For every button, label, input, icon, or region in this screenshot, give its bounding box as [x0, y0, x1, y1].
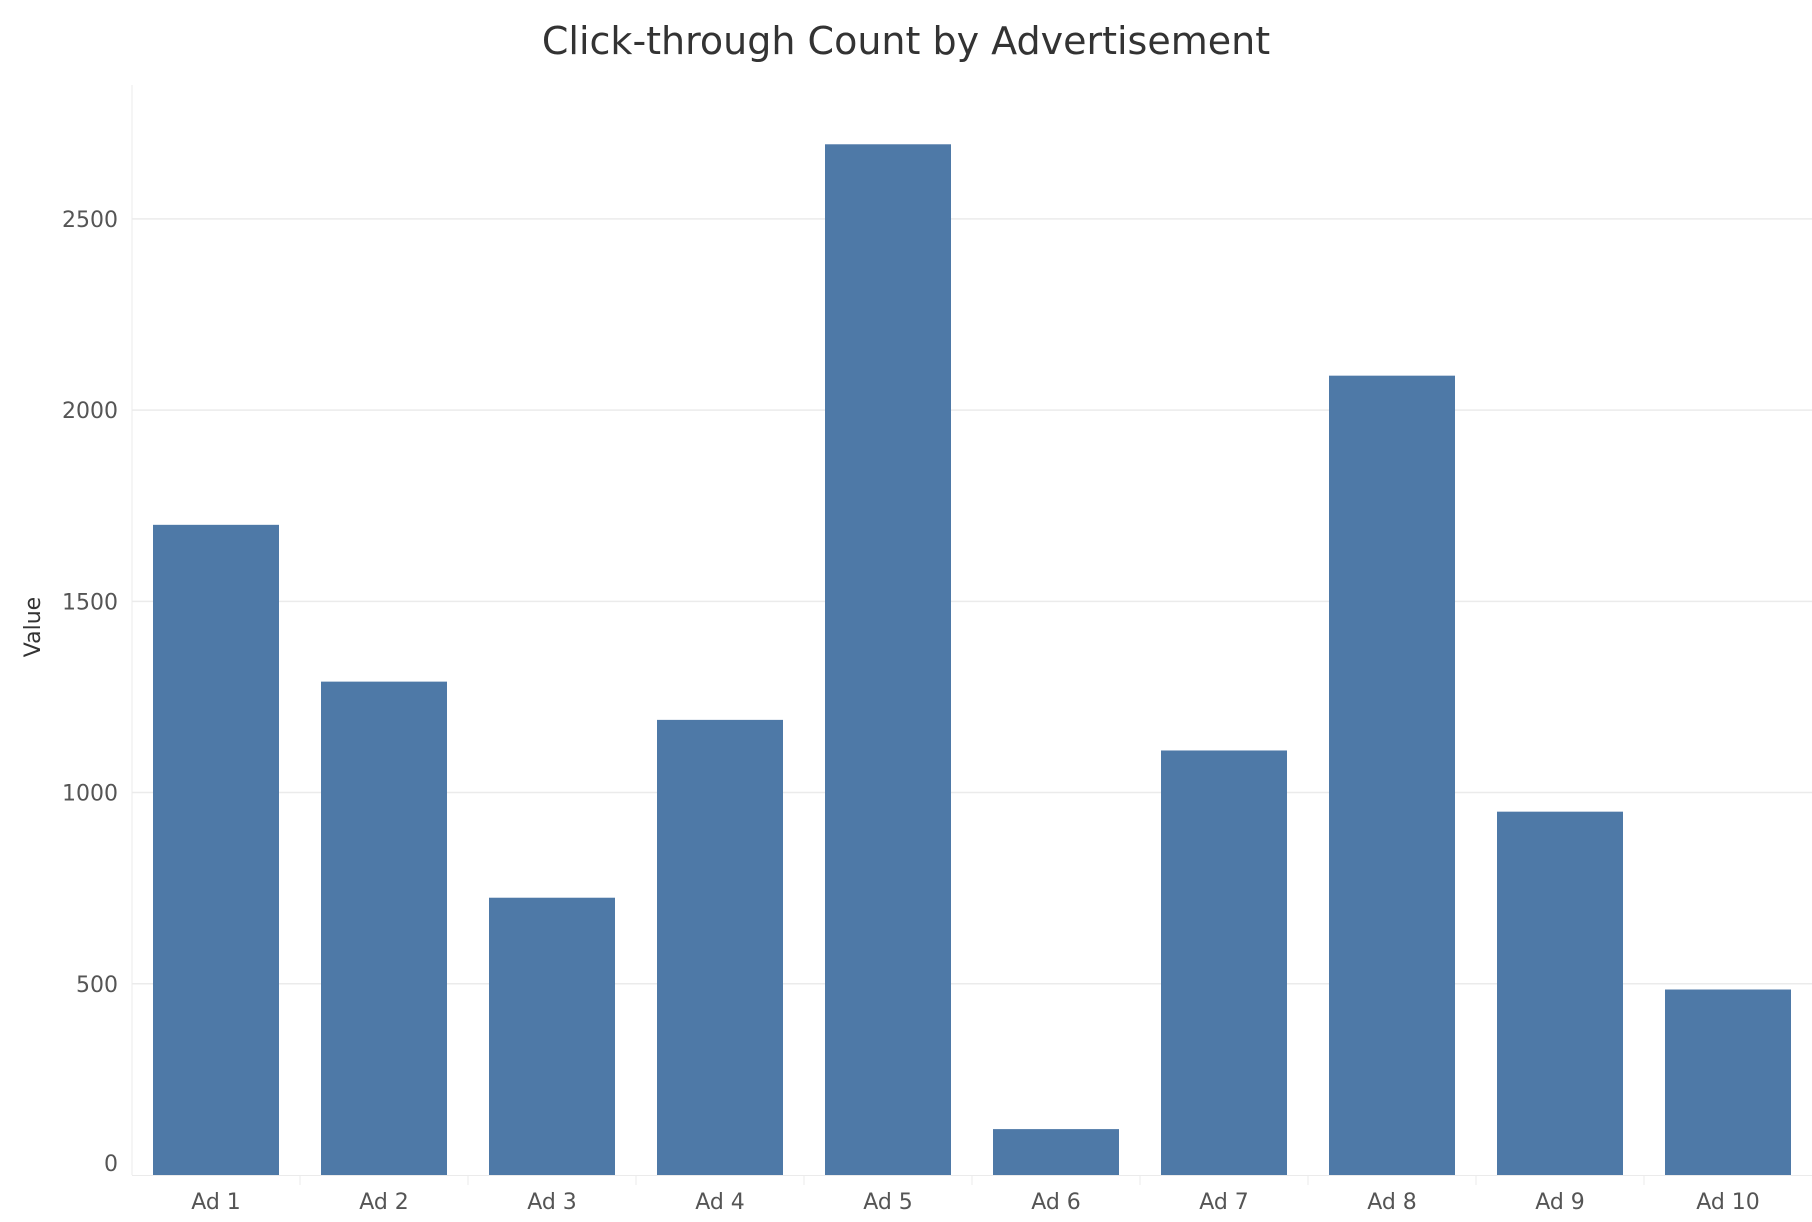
y-tick-label: 0	[104, 1152, 118, 1177]
y-tick-label: 500	[76, 973, 118, 998]
x-tick-label: Ad 4	[695, 1190, 745, 1215]
chart-title: Click-through Count by Advertisement	[542, 19, 1270, 63]
x-tick-label: Ad 10	[1696, 1190, 1760, 1215]
x-tick-label: Ad 9	[1535, 1190, 1585, 1215]
y-tick-label: 1000	[62, 782, 118, 807]
x-tick-label: Ad 6	[1031, 1190, 1081, 1215]
bar-ad-9	[1497, 811, 1623, 1175]
bars	[153, 144, 1791, 1176]
bar-ad-5	[825, 144, 951, 1175]
x-tick-label: Ad 5	[863, 1190, 913, 1215]
bar-ad-7	[1161, 750, 1287, 1175]
bar-ad-1	[153, 524, 279, 1175]
x-tick-label: Ad 8	[1367, 1190, 1417, 1215]
y-tick-labels: 0 500 1000 1500 2000 2500	[62, 208, 118, 1177]
bar-ad-3	[489, 897, 615, 1175]
x-tick-label: Ad 7	[1199, 1190, 1249, 1215]
x-tick-label: Ad 1	[191, 1190, 241, 1215]
bar-ad-10	[1665, 989, 1791, 1175]
y-tick-label: 1500	[62, 590, 118, 615]
bar-ad-6	[993, 1129, 1119, 1175]
bar-ad-2	[321, 681, 447, 1175]
x-tick-label: Ad 3	[527, 1190, 577, 1215]
y-tick-label: 2000	[62, 399, 118, 424]
bar-ad-4	[657, 719, 783, 1175]
y-tick-label: 2500	[62, 208, 118, 233]
x-tick-labels: Ad 1 Ad 2 Ad 3 Ad 4 Ad 5 Ad 6 Ad 7 Ad 8 Ad 9 Ad 1…	[191, 1190, 1760, 1215]
x-tick-label: Ad 2	[359, 1190, 409, 1215]
y-axis-label: Value	[21, 597, 46, 657]
bar-ad-8	[1329, 375, 1455, 1176]
